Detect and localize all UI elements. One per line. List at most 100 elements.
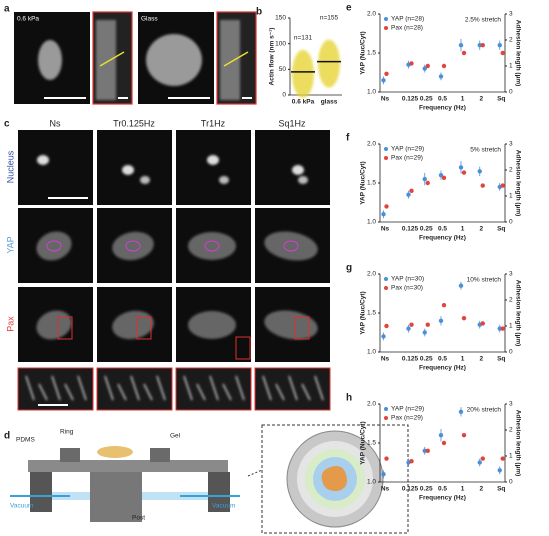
- x-tick-label: glass: [321, 99, 338, 106]
- y-tick-label: 1.5: [367, 180, 376, 187]
- column-header: Tr1Hz: [201, 118, 226, 128]
- row-label: Pax: [5, 316, 15, 332]
- column-header: Sq1Hz: [278, 118, 306, 128]
- x-tick-label: 0.25: [420, 96, 433, 103]
- data-point: [500, 456, 505, 461]
- count-label: n=131: [294, 35, 313, 42]
- y2-tick-label: 3: [509, 271, 513, 278]
- legend-label: YAP (n=30): [391, 276, 424, 283]
- diagram-label: Gel: [170, 433, 181, 440]
- micrograph: [97, 130, 172, 205]
- x-tick-label: 2: [479, 356, 483, 363]
- data-point: [425, 180, 430, 186]
- y-tick-label: 1.0: [367, 89, 376, 96]
- cell: [321, 466, 347, 492]
- cell-image: [112, 310, 154, 340]
- legend-marker: [384, 17, 388, 21]
- nucleus: [207, 155, 219, 165]
- x-tick-label: Sq: [497, 96, 505, 103]
- micrograph: [176, 130, 251, 205]
- adhesion: [143, 383, 153, 401]
- wall: [30, 472, 52, 512]
- x-tick-label: 1: [461, 226, 465, 233]
- nucleus-outline: [46, 240, 62, 252]
- y-tick-label: 1.0: [367, 349, 376, 356]
- vacuum-channel: [142, 492, 208, 500]
- row-label: Nucleus: [5, 150, 15, 183]
- annotation: 5% stretch: [470, 147, 501, 154]
- x-tick-label: Sq: [497, 486, 505, 493]
- micrographs: 0.6 kPa Glass Ns Tr0.125Hz Tr1Hz Sq1Hz Nucleus…: [5, 11, 331, 411]
- data-point: [425, 63, 430, 69]
- adhesion: [235, 375, 245, 401]
- y2-axis-label: Adhesion length (µm): [514, 150, 521, 217]
- adhesion: [38, 383, 48, 401]
- y2-tick-label: 2: [509, 37, 513, 44]
- column-header: Ns: [50, 118, 61, 128]
- adhesion: [64, 383, 74, 401]
- legend-label: YAP (n=28): [391, 16, 424, 23]
- data-point: [384, 71, 389, 77]
- data-point: [477, 169, 482, 174]
- x-tick-label: 0.6 kPa: [292, 99, 315, 106]
- data-point: [409, 459, 414, 464]
- x-tick-label: 2: [479, 96, 483, 103]
- data-point: [438, 74, 444, 79]
- data-point: [441, 440, 447, 446]
- y-axis-label: YAP (Nuc/Cyt): [360, 161, 367, 204]
- panel-letter: g: [346, 263, 352, 274]
- gel: [97, 446, 133, 458]
- data-point: [477, 460, 482, 465]
- x-tick-label: Ns: [381, 96, 390, 103]
- x-axis-label: Frequency (Hz): [419, 235, 466, 242]
- data-point: [384, 323, 389, 329]
- cell-image: [36, 231, 72, 261]
- y-tick-label: 0: [282, 92, 286, 99]
- data-point: [497, 43, 502, 48]
- y-tick-label: 2.0: [367, 11, 376, 18]
- y-tick-label: 1.0: [367, 479, 376, 486]
- adhesion: [288, 375, 298, 401]
- zoom-box: [235, 336, 251, 360]
- x-tick-label: 0.25: [420, 226, 433, 233]
- x-tick-label: 0.5: [438, 96, 447, 103]
- device-diagram: PDMS Ring Gel Post Vacuum Vacuum: [10, 424, 409, 534]
- x-tick-label: 0.125: [402, 226, 419, 233]
- post: [90, 472, 142, 522]
- data-point: [497, 468, 502, 473]
- adhesion: [262, 375, 272, 401]
- zoom-box: [294, 316, 310, 340]
- data-point: [458, 283, 464, 288]
- legend-label: Pax (n=30): [391, 285, 423, 292]
- data-point: [381, 334, 386, 339]
- y2-axis-label: Adhesion length (µm): [514, 410, 521, 477]
- y2-tick-label: 1: [509, 63, 513, 70]
- data-point: [425, 448, 430, 453]
- marker: [223, 51, 249, 67]
- y-axis-label: YAP (Nuc/Cyt): [360, 291, 367, 334]
- marker: [99, 51, 125, 67]
- x-tick-label: Ns: [381, 486, 390, 493]
- row-label: YAP: [5, 236, 15, 253]
- adhesion: [25, 375, 35, 401]
- y2-axis-label: Adhesion length (µm): [514, 20, 521, 87]
- x-axis-label: Frequency (Hz): [419, 365, 466, 372]
- data-point: [500, 183, 505, 188]
- adhesion: [314, 375, 324, 401]
- x-axis-label: Frequency (Hz): [419, 105, 466, 112]
- count-label: n=155: [320, 15, 339, 22]
- cell-image: [112, 231, 154, 261]
- cell-image: [188, 311, 236, 339]
- panel-letter: h: [346, 393, 352, 404]
- y2-tick-label: 1: [509, 323, 513, 330]
- diagram-label: Vacuum: [10, 503, 33, 510]
- inset-box: [261, 424, 409, 534]
- annotation: 20% stretch: [467, 407, 502, 414]
- data-point: [406, 192, 411, 197]
- nucleus: [298, 176, 308, 184]
- adhesion: [104, 375, 114, 401]
- data-point: [441, 63, 447, 69]
- nucleus-outline: [283, 240, 299, 252]
- y-axis-label: Actin flow (nm s⁻¹): [269, 28, 276, 86]
- y2-tick-label: 3: [509, 141, 513, 148]
